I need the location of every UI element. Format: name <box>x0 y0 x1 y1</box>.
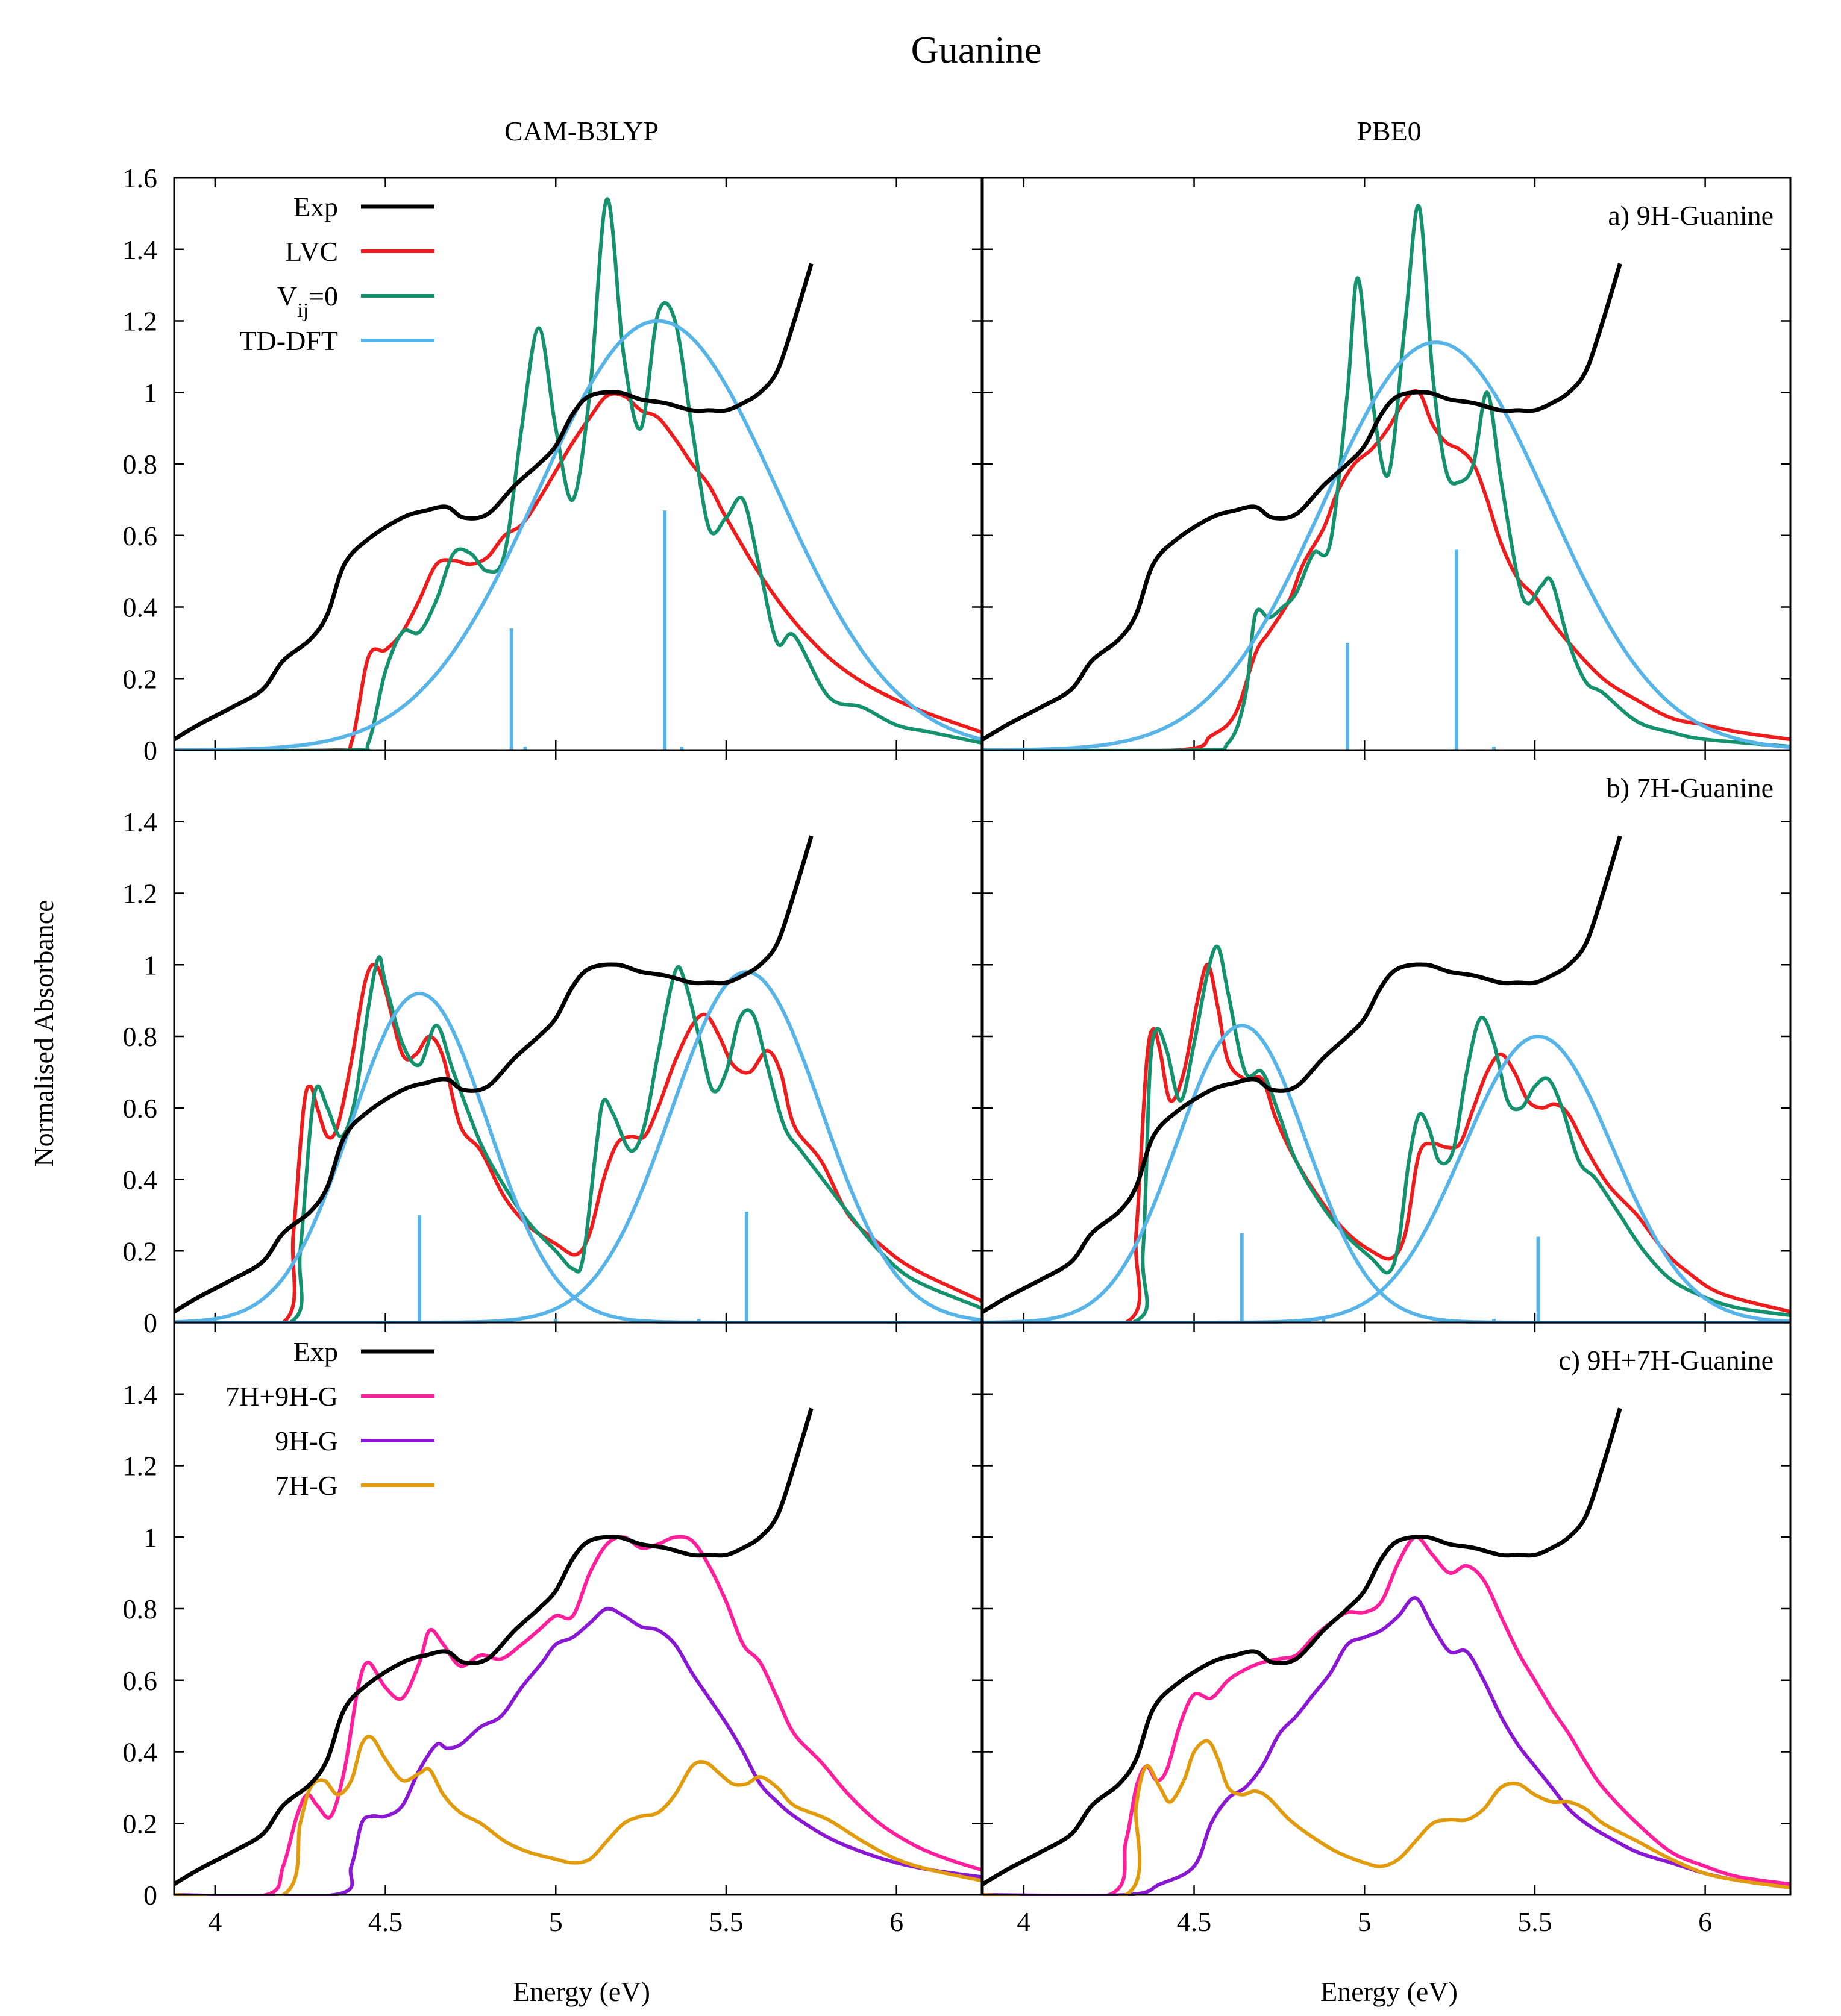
series-group <box>983 1407 1790 1896</box>
series-line-7h-g <box>174 1735 982 1896</box>
y-tick-label: 1 <box>143 1522 157 1553</box>
y-tick-label: 1.2 <box>123 306 158 337</box>
y-tick-label: 0.8 <box>123 1021 158 1052</box>
series-line-7h-9h-g <box>983 1535 1790 1896</box>
series-line-vij-0 <box>983 944 1790 1324</box>
panel-3-cam-b3lyp: 4 4.5 5 5.5 6 0 0.2 0.4 0.6 0.8 1 1.2 1.4 Exp 7H+9H-G 9… <box>123 1321 983 1937</box>
series-line-lvc <box>174 962 982 1324</box>
x-tick-label: 6 <box>1698 1906 1712 1937</box>
plot-frame <box>173 749 983 1324</box>
legend-label: 7H+9H-G <box>225 1381 338 1412</box>
series-line-7h-9h-g <box>174 1535 982 1896</box>
y-tick-label: 0.8 <box>123 1594 158 1624</box>
y-tick-label: 0 <box>143 1307 157 1338</box>
series-line-exp <box>174 835 814 1314</box>
chart-title: Guanine <box>911 28 1042 71</box>
legend-label: Exp <box>293 192 338 222</box>
legend-label: TD-DFT <box>239 325 338 356</box>
series-line-vij-0 <box>983 204 1790 751</box>
series-group <box>983 835 1790 1324</box>
y-tick-label: 0.2 <box>123 1236 158 1266</box>
x-tick-label: 5.5 <box>1517 1906 1552 1937</box>
series-group <box>983 204 1790 751</box>
series-group <box>174 1407 982 1896</box>
panel-label: c) 9H+7H-Guanine <box>1558 1345 1774 1376</box>
column-title-cam-b3lyp: CAM-B3LYP <box>504 116 659 146</box>
y-tick-label: 1.4 <box>123 234 158 265</box>
y-tick-label: 1 <box>143 377 157 408</box>
x-tick-label: 4 <box>1017 1906 1030 1937</box>
x-axis-label-left: Energy (eV) <box>513 1976 650 2007</box>
legend-label: Vij=0 <box>277 281 338 322</box>
x-tick-label: 5 <box>1358 1906 1372 1937</box>
y-tick-label: 0.4 <box>123 592 158 623</box>
y-tick-label: 0.4 <box>123 1165 158 1195</box>
y-tick-label: 0.6 <box>123 1665 158 1696</box>
legend-label: Exp <box>293 1336 338 1367</box>
panel-1-pbe0: a) 9H-Guanine <box>982 177 1792 751</box>
series-line-exp <box>174 1407 814 1886</box>
y-tick-label: 1.2 <box>123 878 158 909</box>
x-axis-label-right: Energy (eV) <box>1320 1976 1458 2007</box>
series-line-exp <box>983 835 1622 1314</box>
y-tick-label: 0.6 <box>123 521 158 551</box>
x-tick-label: 4.5 <box>368 1906 403 1937</box>
plot-frame <box>982 1321 1792 1896</box>
legend-label: LVC <box>285 236 338 267</box>
panel-3-pbe0: 4 4.5 5 5.5 6 c) 9H+7H-Guanine <box>982 1321 1792 1937</box>
series-line-lvc <box>174 392 982 751</box>
panel-label: b) 7H-Guanine <box>1607 772 1774 803</box>
y-tick-label: 0.2 <box>123 663 158 694</box>
y-tick-label: 0.4 <box>123 1737 158 1768</box>
column-title-pbe0: PBE0 <box>1356 116 1421 146</box>
series-line-exp <box>174 263 814 742</box>
y-tick-label: 0.6 <box>123 1093 158 1124</box>
series-group <box>174 197 982 751</box>
plot-frame <box>982 177 1792 751</box>
x-tick-label: 6 <box>889 1906 903 1937</box>
series-line-9h-g <box>983 1596 1790 1896</box>
y-tick-label: 0.8 <box>123 449 158 480</box>
series-line-9h-g <box>174 1606 982 1896</box>
series-line-lvc <box>983 389 1790 751</box>
y-axis-label: Normalised Absorbance <box>28 900 59 1166</box>
plot-frame <box>173 1321 983 1896</box>
x-tick-label: 5 <box>549 1906 563 1937</box>
y-tick-label: 1.2 <box>123 1451 158 1482</box>
y-tick-label: 1.4 <box>123 807 158 837</box>
y-tick-label: 1.4 <box>123 1379 158 1410</box>
plot-area: 0 0.2 0.4 0.6 0.8 1 1.2 1.4 1.6 Exp LVC Vij=0TD-DFT… <box>123 163 1792 1937</box>
y-tick-label: 0.2 <box>123 1808 158 1839</box>
panel-2-pbe0: b) 7H-Guanine <box>982 749 1792 1324</box>
panel-label: a) 9H-Guanine <box>1608 200 1774 231</box>
x-tick-label: 5.5 <box>709 1906 744 1937</box>
series-line-td-dft <box>174 319 982 751</box>
panel-2-cam-b3lyp: 0 0.2 0.4 0.6 0.8 1 1.2 1.4 <box>123 749 983 1338</box>
series-line-td-dft <box>983 340 1790 751</box>
plot-frame <box>982 749 1792 1324</box>
series-line-exp <box>983 1407 1622 1886</box>
legend-label: 7H-G <box>275 1470 338 1501</box>
series-line-7h-g <box>983 1739 1790 1896</box>
series-line-vij-0 <box>174 955 982 1324</box>
series-line-vij-0 <box>174 197 982 751</box>
series-line-exp <box>983 263 1622 742</box>
x-tick-label: 4 <box>208 1906 222 1937</box>
y-tick-label: 0 <box>143 735 157 766</box>
series-line-lvc <box>983 963 1790 1324</box>
y-tick-label: 1.6 <box>123 163 158 193</box>
y-tick-label: 0 <box>143 1880 157 1911</box>
panel-1-cam-b3lyp: 0 0.2 0.4 0.6 0.8 1 1.2 1.4 1.6 Exp LVC Vij=0TD-DFT <box>123 163 983 766</box>
series-group <box>174 835 982 1324</box>
legend-label: 9H-G <box>275 1426 338 1456</box>
x-tick-label: 4.5 <box>1177 1906 1212 1937</box>
y-tick-label: 1 <box>143 950 157 980</box>
